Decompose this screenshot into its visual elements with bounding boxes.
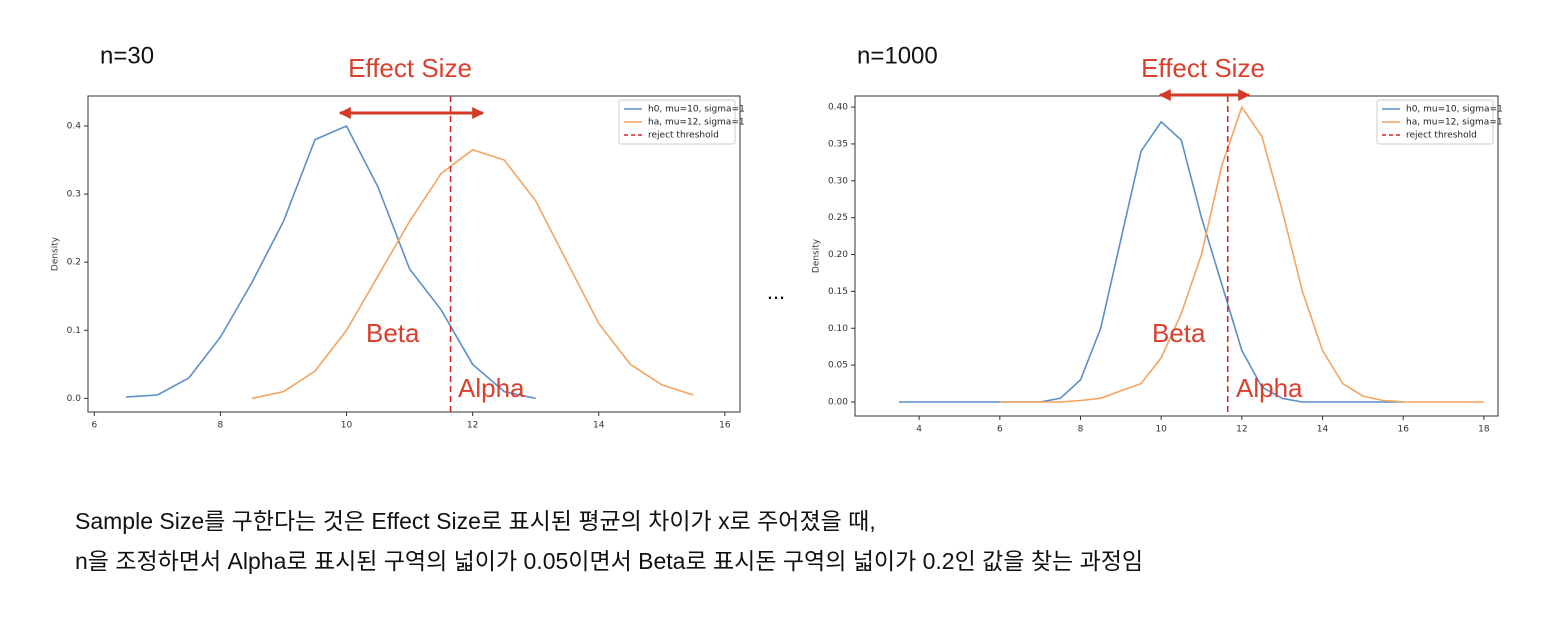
y-tick-label: 0.00	[828, 397, 848, 407]
y-axis-label: Density	[812, 238, 822, 273]
annotation: Beta	[1152, 318, 1206, 348]
chart-title: n=30	[100, 42, 154, 69]
x-tick-label: 10	[341, 421, 353, 431]
x-tick-label: 4	[916, 425, 922, 435]
x-tick-label: 8	[1078, 425, 1084, 435]
y-tick-label: 0.40	[828, 103, 848, 113]
y-tick-label: 0.05	[828, 361, 848, 371]
y-tick-label: 0.1	[67, 326, 81, 336]
density-line	[251, 148, 694, 400]
annotation: Alpha	[458, 373, 525, 403]
y-tick-label: 0.10	[828, 324, 848, 334]
legend-box	[1376, 99, 1494, 145]
x-tick-label: 16	[1397, 425, 1409, 435]
y-tick-label: 0.2	[67, 258, 81, 268]
y-tick-label: 0.25	[828, 213, 848, 223]
legend-label: h0, mu=10, sigma=1	[648, 105, 745, 115]
y-tick-label: 0.0	[67, 394, 82, 404]
legend-label: ha, mu=12, sigma=1	[648, 118, 745, 128]
y-axis-label: Density	[51, 236, 61, 271]
annotation: Effect Size	[348, 53, 472, 83]
legend-label: ha, mu=12, sigma=1	[1406, 118, 1503, 128]
annotation: Alpha	[1236, 373, 1303, 403]
x-tick-label: 10	[1155, 425, 1167, 435]
caption-line: Sample Size를 구한다는 것은 Effect Size로 표시된 평균…	[75, 508, 876, 534]
x-tick-label: 12	[467, 421, 478, 431]
x-tick-label: 14	[593, 421, 605, 431]
legend-label: h0, mu=10, sigma=1	[1406, 105, 1503, 115]
y-tick-label: 0.3	[67, 190, 81, 200]
annotation: Effect Size	[1141, 53, 1265, 83]
x-tick-label: 14	[1317, 425, 1329, 435]
x-tick-label: 12	[1236, 425, 1247, 435]
density-line	[125, 124, 536, 400]
x-tick-label: 6	[91, 421, 97, 431]
density-line	[999, 105, 1484, 403]
x-tick-label: 18	[1478, 425, 1490, 435]
chart-title: n=1000	[857, 42, 938, 69]
plot-frame	[87, 95, 741, 413]
x-tick-label: 8	[218, 421, 224, 431]
separator: ...	[767, 279, 785, 304]
legend-box	[618, 99, 736, 145]
y-tick-label: 0.30	[828, 176, 848, 186]
x-tick-label: 16	[719, 421, 731, 431]
legend-label: reject threshold	[648, 131, 719, 141]
density-line	[899, 120, 1404, 403]
caption-line: n을 조정하면서 Alpha로 표시된 구역의 넓이가 0.05이면서 Beta…	[75, 548, 1143, 574]
y-tick-label: 0.4	[67, 121, 82, 131]
legend-label: reject threshold	[1406, 131, 1477, 141]
x-tick-label: 6	[997, 425, 1003, 435]
y-tick-label: 0.35	[828, 139, 848, 149]
y-tick-label: 0.20	[828, 250, 848, 260]
annotation: Beta	[366, 318, 420, 348]
y-tick-label: 0.15	[828, 287, 848, 297]
